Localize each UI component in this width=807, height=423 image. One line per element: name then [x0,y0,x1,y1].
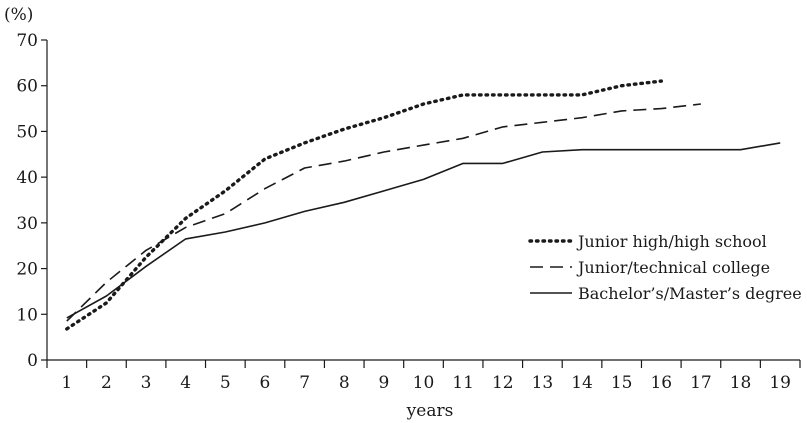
y-tick-label: 40 [16,168,38,188]
x-tick-label: 10 [413,373,435,393]
x-tick-label: 13 [532,373,554,393]
x-tick-label: 17 [690,373,712,393]
legend-label-1: Junior high/high school [576,232,767,251]
x-tick-label: 7 [299,373,310,393]
x-tick-label: 15 [611,373,633,393]
series-line-2 [66,103,701,322]
y-axis: 0 10 20 30 40 50 60 70 [16,31,47,371]
x-tick-label: 11 [452,373,474,393]
x-tick-label: 1 [61,373,72,393]
series-layer [65,79,781,331]
x-tick-label: 18 [730,373,752,393]
y-tick-label: 70 [16,31,38,51]
y-tick-label: 30 [16,214,38,234]
y-tick-label: 60 [16,77,38,97]
x-tick-label: 4 [180,373,191,393]
x-tick-label: 8 [339,373,350,393]
legend: Junior high/high school Junior/technical … [528,232,802,303]
series-line-3 [66,142,781,319]
y-tick-label: 10 [16,305,38,325]
axes [46,40,800,361]
legend-label-3: Bachelor’s/Master’s degree [578,284,802,303]
x-tick-label: 19 [769,373,791,393]
x-tick-label: 3 [141,373,152,393]
y-tick-label: 0 [27,351,38,371]
legend-label-2: Junior/technical college [576,258,770,277]
x-tick-label: 6 [260,373,271,393]
x-axis: 1 2 3 4 5 6 7 8 9 10 11 12 13 14 15 16 17 18 19 [46,360,801,393]
x-tick-label: 14 [571,373,593,393]
x-tick-label: 16 [650,373,672,393]
x-tick-label: 12 [492,373,514,393]
x-axis-title: years [406,401,454,421]
series-line-1 [65,79,663,331]
y-tick-label: 50 [16,122,38,142]
y-axis-title: (%) [4,5,33,25]
y-tick-label: 20 [16,260,38,280]
x-tick-label: 2 [101,373,112,393]
x-tick-label: 5 [220,373,231,393]
x-tick-label: 9 [378,373,389,393]
